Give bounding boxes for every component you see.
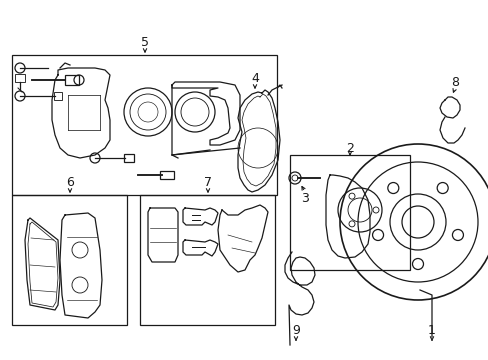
Text: 2: 2: [346, 141, 353, 154]
Text: 3: 3: [301, 192, 308, 204]
Bar: [15, 74, 25, 82]
Text: 4: 4: [250, 72, 259, 85]
Text: 5: 5: [141, 36, 149, 49]
Bar: [54, 92, 62, 100]
Bar: [289, 155, 409, 270]
Text: 8: 8: [450, 76, 458, 89]
Bar: [12, 55, 276, 195]
Bar: [124, 154, 134, 162]
Text: 6: 6: [66, 176, 74, 189]
Text: 1: 1: [427, 324, 435, 337]
Bar: [140, 195, 274, 325]
Text: 9: 9: [291, 324, 299, 337]
Bar: [160, 171, 174, 179]
Bar: [65, 75, 79, 85]
Bar: [12, 195, 127, 325]
Text: 7: 7: [203, 176, 212, 189]
